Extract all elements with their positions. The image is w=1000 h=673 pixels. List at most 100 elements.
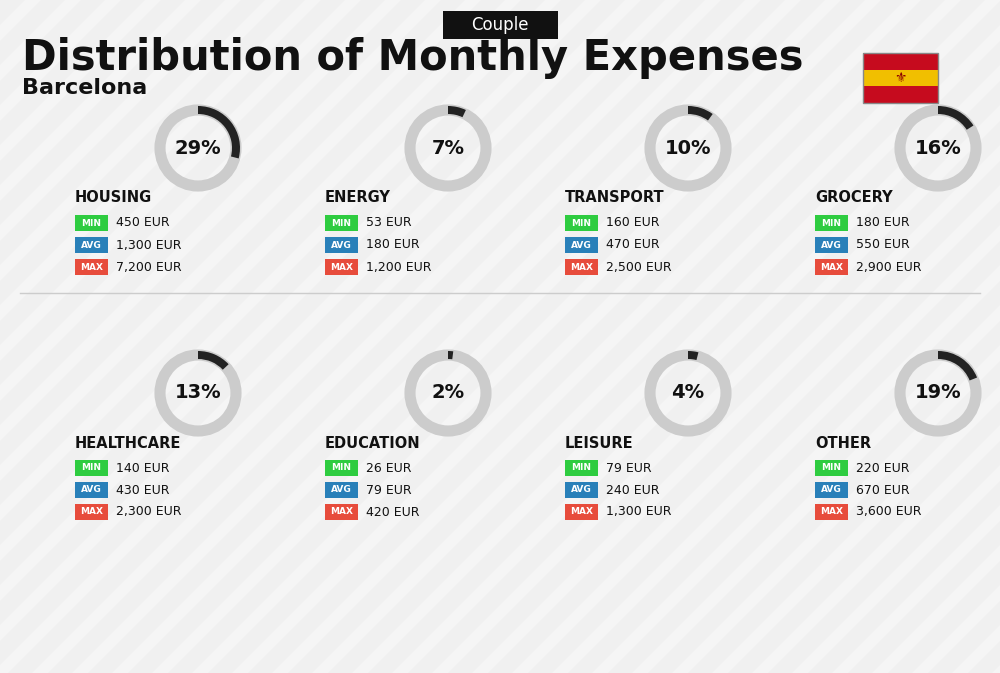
Text: 1,300 EUR: 1,300 EUR [606, 505, 672, 518]
Text: Couple: Couple [471, 16, 529, 34]
FancyBboxPatch shape [75, 237, 108, 253]
Text: MIN: MIN [822, 464, 842, 472]
FancyBboxPatch shape [75, 259, 108, 275]
Text: MAX: MAX [820, 507, 843, 516]
Text: 29%: 29% [175, 139, 221, 157]
FancyBboxPatch shape [325, 237, 358, 253]
Text: 7%: 7% [432, 139, 464, 157]
FancyBboxPatch shape [565, 460, 598, 476]
Text: MIN: MIN [572, 219, 592, 227]
Text: MAX: MAX [330, 507, 353, 516]
Text: 470 EUR: 470 EUR [606, 238, 660, 252]
Text: AVG: AVG [821, 485, 842, 495]
FancyBboxPatch shape [325, 259, 358, 275]
FancyBboxPatch shape [565, 482, 598, 498]
Text: 4%: 4% [671, 384, 705, 402]
FancyBboxPatch shape [325, 504, 358, 520]
FancyBboxPatch shape [862, 53, 938, 70]
Wedge shape [688, 351, 698, 360]
FancyBboxPatch shape [815, 259, 848, 275]
Text: MAX: MAX [330, 262, 353, 271]
Text: MIN: MIN [822, 219, 842, 227]
Text: MIN: MIN [572, 464, 592, 472]
FancyBboxPatch shape [325, 482, 358, 498]
FancyBboxPatch shape [815, 215, 848, 231]
Text: 1,300 EUR: 1,300 EUR [116, 238, 182, 252]
Text: 220 EUR: 220 EUR [856, 462, 910, 474]
Text: 550 EUR: 550 EUR [856, 238, 910, 252]
FancyBboxPatch shape [862, 86, 938, 103]
Wedge shape [938, 351, 977, 380]
FancyBboxPatch shape [75, 504, 108, 520]
Text: MAX: MAX [570, 262, 593, 271]
FancyBboxPatch shape [815, 460, 848, 476]
FancyBboxPatch shape [862, 70, 938, 86]
FancyBboxPatch shape [565, 215, 598, 231]
Text: 180 EUR: 180 EUR [366, 238, 420, 252]
Text: 53 EUR: 53 EUR [366, 217, 412, 229]
Text: MIN: MIN [82, 219, 102, 227]
FancyBboxPatch shape [75, 482, 108, 498]
FancyBboxPatch shape [442, 11, 558, 39]
Text: AVG: AVG [821, 240, 842, 250]
Text: 79 EUR: 79 EUR [606, 462, 652, 474]
Text: EDUCATION: EDUCATION [325, 435, 421, 450]
Text: 2,500 EUR: 2,500 EUR [606, 260, 672, 273]
Text: Barcelona: Barcelona [22, 78, 147, 98]
Text: 420 EUR: 420 EUR [366, 505, 420, 518]
Text: 670 EUR: 670 EUR [856, 483, 910, 497]
Text: 19%: 19% [915, 384, 961, 402]
FancyBboxPatch shape [815, 482, 848, 498]
Text: 16%: 16% [915, 139, 961, 157]
Text: 160 EUR: 160 EUR [606, 217, 660, 229]
Text: MAX: MAX [820, 262, 843, 271]
FancyBboxPatch shape [815, 504, 848, 520]
Text: 240 EUR: 240 EUR [606, 483, 660, 497]
Text: MAX: MAX [80, 507, 103, 516]
Text: Distribution of Monthly Expenses: Distribution of Monthly Expenses [22, 37, 804, 79]
Text: GROCERY: GROCERY [815, 190, 893, 205]
FancyBboxPatch shape [325, 460, 358, 476]
Wedge shape [448, 106, 466, 117]
Text: 140 EUR: 140 EUR [116, 462, 170, 474]
Text: MAX: MAX [80, 262, 103, 271]
Wedge shape [448, 351, 453, 359]
Text: 79 EUR: 79 EUR [366, 483, 412, 497]
Wedge shape [688, 106, 713, 120]
FancyBboxPatch shape [565, 504, 598, 520]
Wedge shape [938, 106, 973, 130]
Text: 7,200 EUR: 7,200 EUR [116, 260, 182, 273]
Text: MIN: MIN [332, 464, 352, 472]
Text: AVG: AVG [331, 485, 352, 495]
Text: MAX: MAX [570, 507, 593, 516]
Text: 10%: 10% [665, 139, 711, 157]
Text: ENERGY: ENERGY [325, 190, 391, 205]
Text: 2,300 EUR: 2,300 EUR [116, 505, 182, 518]
Text: AVG: AVG [331, 240, 352, 250]
Wedge shape [198, 106, 240, 158]
Text: 180 EUR: 180 EUR [856, 217, 910, 229]
Text: MIN: MIN [332, 219, 352, 227]
Text: ⚜: ⚜ [894, 71, 906, 85]
FancyBboxPatch shape [565, 237, 598, 253]
Text: 1,200 EUR: 1,200 EUR [366, 260, 432, 273]
FancyBboxPatch shape [325, 215, 358, 231]
Wedge shape [198, 351, 229, 369]
FancyBboxPatch shape [75, 215, 108, 231]
FancyBboxPatch shape [815, 237, 848, 253]
Text: MIN: MIN [82, 464, 102, 472]
Text: HOUSING: HOUSING [75, 190, 152, 205]
Text: 430 EUR: 430 EUR [116, 483, 170, 497]
Text: TRANSPORT: TRANSPORT [565, 190, 665, 205]
Text: HEALTHCARE: HEALTHCARE [75, 435, 181, 450]
Text: OTHER: OTHER [815, 435, 871, 450]
FancyBboxPatch shape [75, 460, 108, 476]
Text: AVG: AVG [81, 485, 102, 495]
Text: 2,900 EUR: 2,900 EUR [856, 260, 922, 273]
Text: 26 EUR: 26 EUR [366, 462, 412, 474]
Text: 450 EUR: 450 EUR [116, 217, 170, 229]
Text: AVG: AVG [571, 240, 592, 250]
FancyBboxPatch shape [565, 259, 598, 275]
Text: 2%: 2% [431, 384, 465, 402]
Text: 3,600 EUR: 3,600 EUR [856, 505, 922, 518]
